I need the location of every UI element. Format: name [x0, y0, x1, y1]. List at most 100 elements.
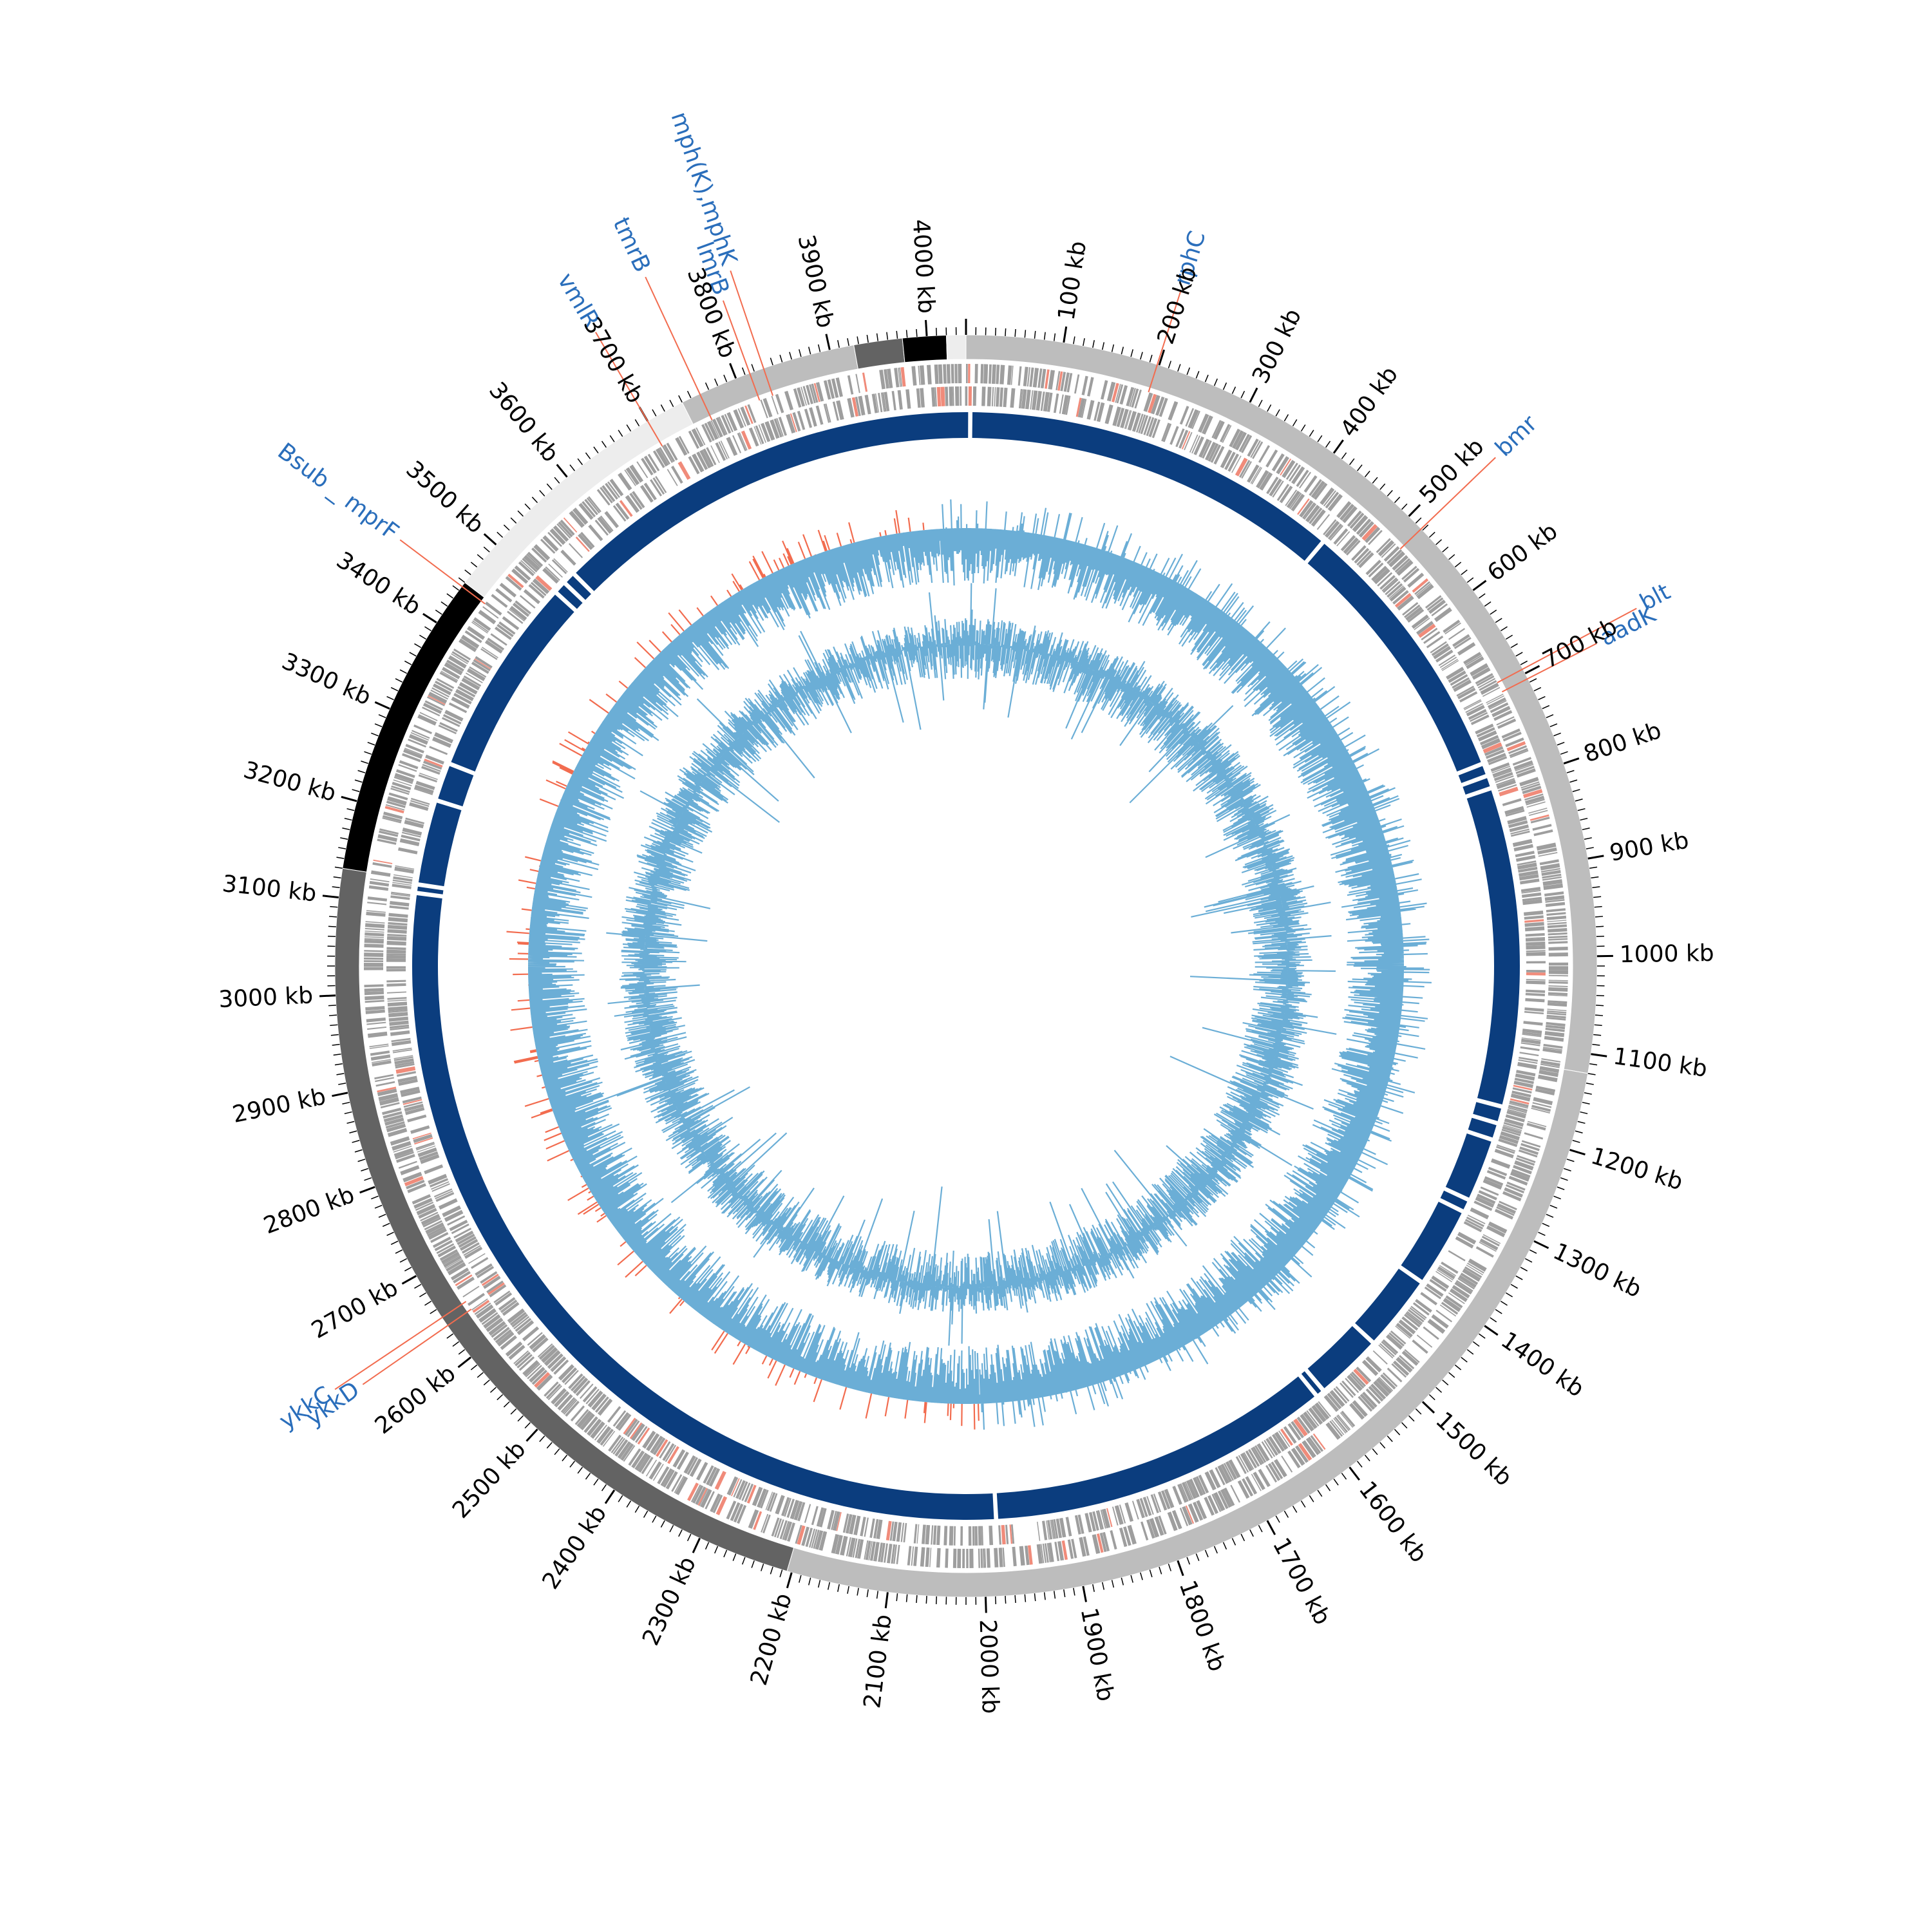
cds-feature	[495, 588, 513, 603]
minor-tick	[464, 569, 471, 575]
minor-tick	[577, 1466, 583, 1474]
cds-feature	[463, 675, 482, 687]
cds-feature	[495, 1329, 512, 1343]
cds-feature	[1303, 475, 1318, 493]
cds-feature	[974, 364, 978, 384]
cds-feature	[943, 1526, 948, 1546]
cds-feature	[386, 966, 406, 969]
cds-feature	[366, 910, 386, 913]
cds-feature	[1273, 1459, 1287, 1477]
cds-feature	[407, 1114, 427, 1122]
minor-tick	[1317, 1490, 1323, 1497]
cds-feature	[871, 393, 878, 413]
minor-tick	[1364, 470, 1370, 478]
cds-feature	[1185, 1505, 1195, 1524]
cds-feature	[1101, 1508, 1111, 1529]
cds-feature	[1456, 685, 1475, 697]
cds-feature	[457, 686, 476, 697]
homology-block	[972, 412, 1321, 561]
cds-feature	[401, 831, 421, 838]
cds-feature	[1490, 762, 1510, 772]
cds-feature	[529, 1367, 545, 1383]
cds-feature	[873, 1519, 879, 1539]
minor-tick	[1595, 916, 1604, 918]
tick-label: 2500 kb	[448, 1436, 531, 1524]
cds-feature	[1081, 375, 1088, 395]
cds-feature	[383, 1114, 404, 1122]
cds-feature	[402, 1171, 422, 1183]
cds-feature	[1408, 1309, 1425, 1323]
cds-feature	[1339, 504, 1355, 521]
cds-feature	[981, 1526, 983, 1546]
cds-feature	[1504, 806, 1524, 815]
cds-feature	[1492, 706, 1511, 717]
tick-label: 800 kb	[1580, 717, 1664, 768]
cds-feature	[398, 847, 418, 855]
cds-feature	[422, 1217, 441, 1227]
cds-feature	[1520, 878, 1540, 885]
cds-feature	[696, 451, 708, 470]
cds-feature	[1251, 1473, 1262, 1492]
minor-tick	[935, 328, 938, 336]
backbone-segment	[334, 867, 795, 1572]
cds-feature	[1056, 371, 1061, 391]
cds-feature	[696, 1461, 708, 1481]
cds-feature	[401, 834, 421, 842]
cds-feature	[1299, 471, 1311, 489]
cds-feature	[1545, 899, 1565, 903]
minor-tick	[1387, 1435, 1393, 1443]
cds-feature	[1181, 431, 1191, 450]
minor-tick	[1073, 336, 1075, 345]
cds-feature	[408, 734, 428, 745]
cds-feature	[365, 936, 384, 938]
cds-feature	[1548, 932, 1567, 936]
cds-feature	[1365, 1388, 1381, 1405]
cds-feature	[966, 364, 968, 384]
cds-feature	[386, 969, 406, 972]
tick-label: 3200 kb	[241, 757, 339, 807]
cds-feature	[1349, 1403, 1365, 1420]
cds-feature	[404, 748, 423, 756]
cds-feature	[472, 620, 489, 632]
cds-feature	[1046, 1542, 1051, 1562]
cds-feature	[663, 1470, 675, 1488]
cds-feature	[586, 497, 600, 514]
minor-tick	[1053, 333, 1056, 341]
cds-feature	[1515, 1157, 1535, 1166]
cds-feature	[832, 401, 839, 421]
minor-tick	[1140, 1572, 1143, 1580]
backbone-segment	[946, 334, 967, 360]
cds-feature	[960, 386, 962, 406]
cds-feature	[558, 1364, 574, 1381]
cds-feature	[945, 386, 949, 406]
cds-feature	[394, 866, 414, 874]
homology-block	[438, 766, 474, 807]
cds-feature	[966, 1548, 969, 1568]
cds-feature	[1143, 392, 1153, 412]
cds-feature	[394, 1058, 414, 1065]
minor-tick	[1461, 1357, 1468, 1363]
cds-feature	[846, 1537, 851, 1557]
cds-feature	[1310, 1435, 1324, 1452]
minor-tick	[687, 1533, 692, 1542]
minor-tick	[1553, 732, 1561, 737]
cds-feature	[574, 1409, 589, 1425]
cds-feature	[981, 386, 986, 406]
cds-feature	[933, 1525, 937, 1545]
minor-tick	[916, 1595, 918, 1604]
cds-feature	[475, 1263, 493, 1276]
minor-tick	[1240, 390, 1245, 399]
minor-tick	[1415, 517, 1422, 524]
cds-feature	[1459, 691, 1478, 703]
cds-feature	[480, 648, 498, 660]
cds-feature	[404, 820, 424, 829]
cds-feature	[875, 393, 880, 413]
cds-feature	[962, 1548, 965, 1568]
cds-feature	[1505, 1184, 1524, 1194]
cds-feature	[369, 880, 390, 887]
cds-feature	[1482, 742, 1502, 753]
cds-feature	[1345, 1378, 1359, 1394]
cds-feature	[1548, 980, 1568, 981]
cds-feature	[1448, 1292, 1465, 1304]
cds-feature	[1541, 869, 1561, 876]
